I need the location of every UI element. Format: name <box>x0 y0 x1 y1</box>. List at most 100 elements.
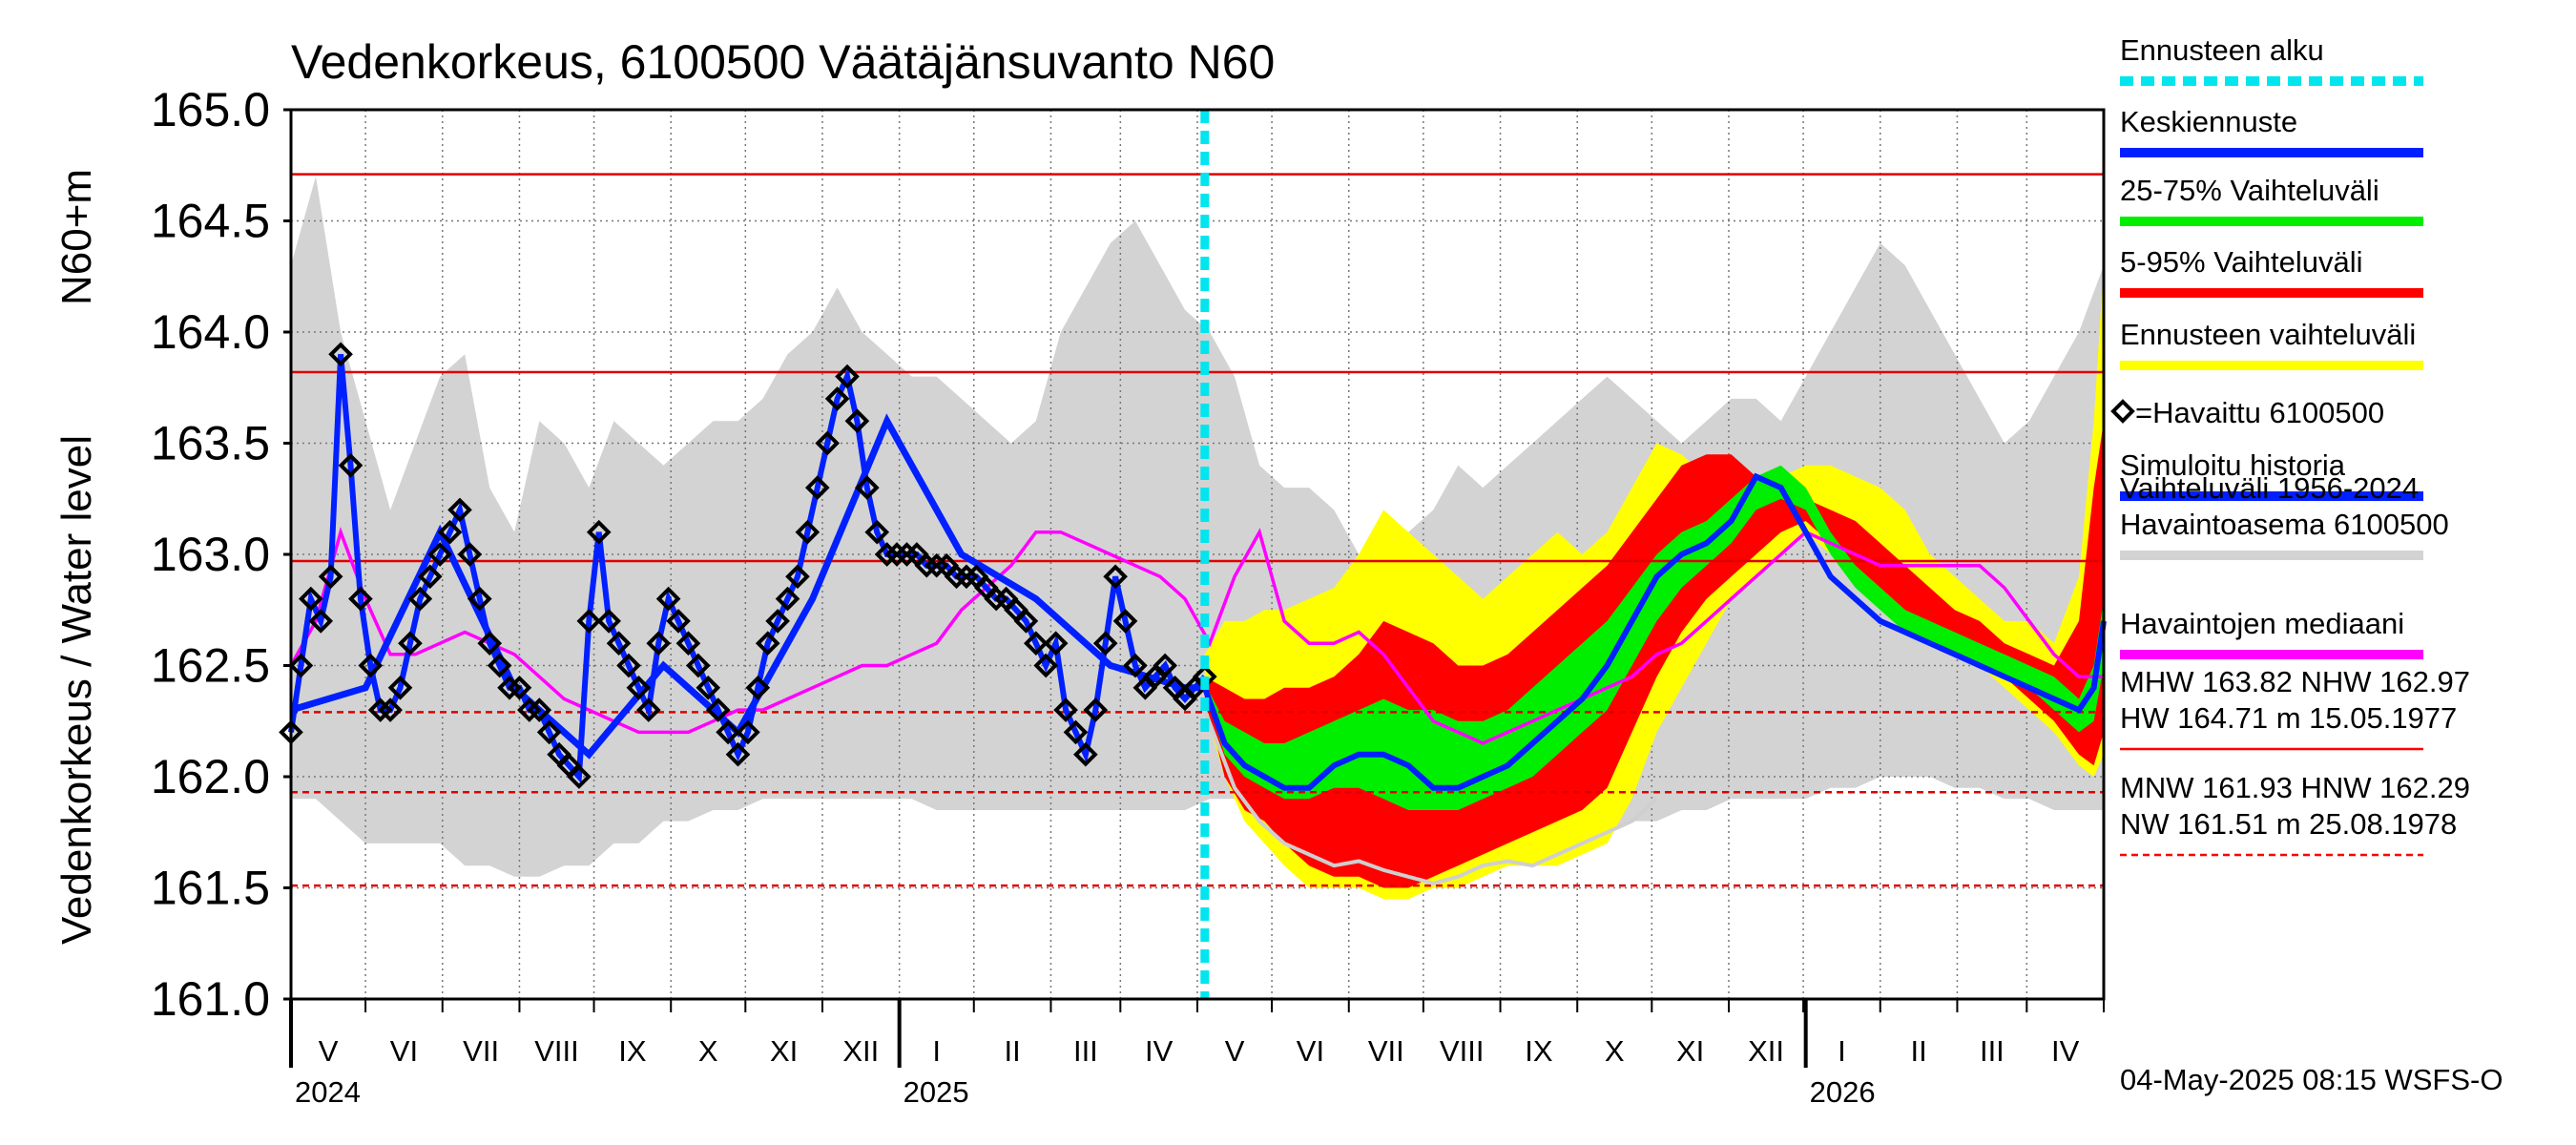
month-label: II <box>1910 1034 1926 1068</box>
observed-point <box>1063 719 1089 745</box>
observed-point <box>884 542 909 567</box>
observed-point <box>924 552 949 578</box>
observed-point <box>785 564 810 590</box>
observed-point <box>328 342 353 367</box>
legend-label-2: Havaintoasema 6100500 <box>2120 508 2449 541</box>
month-label: V <box>1225 1034 1245 1068</box>
observed-point <box>517 697 542 722</box>
observed-point <box>606 631 632 656</box>
observed-point <box>864 519 890 545</box>
observed-point <box>358 653 384 678</box>
observed-point <box>308 609 334 634</box>
year-label: 2024 <box>295 1075 361 1109</box>
observed-point <box>407 586 433 612</box>
observed-point <box>736 719 760 745</box>
band-25-75 <box>1204 465 2104 810</box>
observed-point <box>318 564 343 590</box>
observed-point <box>696 675 721 700</box>
legend-item: Havaintojen mediaani <box>2120 607 2423 659</box>
observed-point <box>1153 653 1177 678</box>
legend-label: MNW 161.93 HNW 162.29 <box>2120 771 2470 804</box>
month-label: VI <box>390 1034 418 1068</box>
observed-point <box>675 631 701 656</box>
observed-point <box>855 475 880 500</box>
legend-label: Simuloitu historia <box>2120 448 2346 482</box>
y-axis-label: Vedenkorkeus / Water level <box>53 435 100 945</box>
mean-forecast-line <box>1201 472 2107 791</box>
observed-point <box>815 430 841 456</box>
observed-point <box>655 586 681 612</box>
observed-point <box>755 631 780 656</box>
median-line <box>289 527 2104 745</box>
chart-title: Vedenkorkeus, 6100500 Väätäjänsuvanto N6… <box>291 35 1275 89</box>
legend-label: Ennusteen alku <box>2120 33 2324 67</box>
month-label: II <box>1004 1034 1020 1068</box>
observed-point <box>487 653 512 678</box>
observed-point <box>1043 631 1069 656</box>
month-label: XII <box>842 1034 879 1068</box>
observed-point <box>596 609 621 634</box>
observed-point <box>467 586 492 612</box>
observed-point <box>716 719 740 745</box>
timestamp-footer: 04-May-2025 08:15 WSFS-O <box>2120 1063 2503 1096</box>
observed-point <box>745 675 771 700</box>
observed-point <box>586 519 612 545</box>
legend-item: Ennusteen vaihteluväli <box>2120 318 2423 370</box>
observed-point <box>367 697 393 722</box>
observed-point <box>775 586 800 612</box>
observed-point <box>705 697 731 722</box>
observed-point <box>457 542 483 567</box>
observed-point <box>1092 631 1118 656</box>
year-label: 2025 <box>904 1075 969 1109</box>
axes: 161.0 161.5 162.0 162.5 163.0 163.5 164.0 164.5… <box>151 83 2106 1109</box>
observed-point <box>1023 631 1049 656</box>
observed-point <box>954 564 979 590</box>
month-label: VII <box>463 1034 499 1068</box>
simulated-history-line <box>289 413 1205 760</box>
month-label: X <box>1605 1034 1625 1068</box>
legend: Ennusteen alku Keskiennuste 25-75% Vaihtel… <box>2110 33 2470 857</box>
observed-point <box>765 609 790 634</box>
month-label: III <box>1980 1034 2005 1068</box>
y-tick-label: 163.5 <box>151 417 270 470</box>
observed-point <box>894 542 920 567</box>
observed-point <box>984 586 1009 612</box>
y-tick-label: 165.0 <box>151 83 270 136</box>
legend-label: MHW 163.82 NHW 162.97 <box>2120 665 2470 698</box>
observed-point <box>437 519 463 545</box>
legend-item: Keskiennuste <box>2120 105 2423 157</box>
legend-label: Keskiennuste <box>2120 105 2297 138</box>
legend-label: Havaintojen mediaani <box>2120 607 2404 640</box>
observed-point <box>427 542 452 567</box>
legend-label: Ennusteen vaihteluväli <box>2120 318 2416 351</box>
legend-item: 5-95% Vaihteluväli <box>2120 245 2423 298</box>
observed-point <box>1033 653 1059 678</box>
legend-label-2: NW 161.51 m 25.08.1978 <box>2120 807 2457 841</box>
observed-point <box>616 653 641 678</box>
observed-point <box>417 564 443 590</box>
observed-point <box>338 452 364 478</box>
month-label: IX <box>618 1034 647 1068</box>
observed-point <box>914 552 940 578</box>
observed-point <box>725 741 751 767</box>
observed-point <box>666 609 691 634</box>
observed-point <box>1103 564 1128 590</box>
month-label: VI <box>1297 1034 1324 1068</box>
observed-point <box>795 519 821 545</box>
legend-item: =Havaittu 6100500 <box>2110 396 2384 429</box>
legend-label: 5-95% Vaihteluväli <box>2120 245 2362 279</box>
observed-point <box>844 408 870 434</box>
observed-point <box>567 764 592 789</box>
observed-point <box>944 564 969 590</box>
legend-label-2: HW 164.71 m 15.05.1977 <box>2120 701 2457 735</box>
plot-area <box>279 109 2107 1000</box>
month-label: IV <box>2051 1034 2080 1068</box>
observed-point <box>288 653 314 678</box>
observed-point <box>626 675 652 700</box>
month-label: IX <box>1525 1034 1553 1068</box>
month-label: III <box>1073 1034 1098 1068</box>
month-label: VIII <box>1440 1034 1485 1068</box>
min-forecast-trace <box>1202 709 1658 885</box>
observed-point <box>835 364 860 389</box>
